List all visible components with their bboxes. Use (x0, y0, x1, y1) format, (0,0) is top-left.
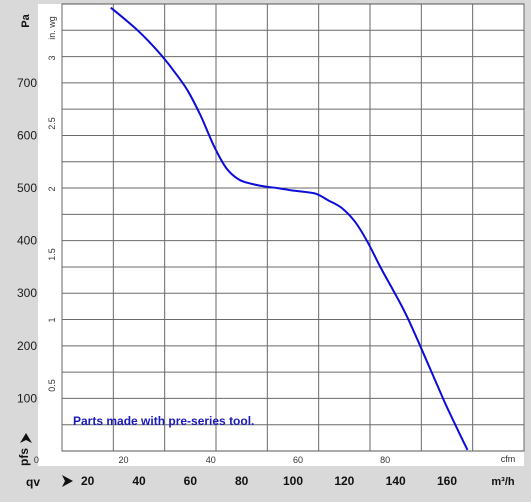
y-tick-label: 100 (17, 391, 37, 405)
x-axis-arrow-icon (62, 475, 73, 487)
x-tick-label: 120 (334, 474, 354, 488)
plot-area (61, 3, 525, 452)
x-tick-label: 100 (283, 474, 303, 488)
x-secondary-tick-label: 0 (34, 455, 39, 465)
top-border (38, 0, 531, 4)
y-primary-unit: Pa (20, 13, 32, 27)
left-axis-panel (0, 0, 38, 502)
x-tick-label: 40 (132, 474, 146, 488)
y-tick-label: 500 (17, 181, 37, 195)
x-tick-label: 80 (235, 474, 249, 488)
x-secondary-tick-label: 20 (119, 455, 129, 465)
y-tick-label: 400 (17, 234, 37, 248)
x-secondary-tick-label: 60 (293, 455, 303, 465)
x-tick-label: 60 (184, 474, 198, 488)
series-line (110, 6, 469, 451)
y-tick-label: 300 (17, 286, 37, 300)
y-tick-label: 200 (17, 339, 37, 353)
right-border (524, 0, 531, 502)
y-secondary-tick-label: 1.5 (47, 248, 57, 261)
y-tick-label: 600 (17, 128, 37, 142)
y-secondary-tick-label: 0.5 (47, 379, 57, 392)
y-secondary-tick-label: 3 (47, 56, 57, 61)
y-secondary-tick-label: 1 (47, 318, 57, 323)
y-secondary-unit: in. wg (47, 16, 57, 40)
x-secondary-unit: cfm (501, 454, 516, 464)
grid (61, 4, 525, 451)
x-primary-unit: m³/h (491, 476, 515, 488)
x-tick-label: 160 (437, 474, 457, 488)
y-secondary-tick-label: 2.5 (47, 117, 57, 130)
y-axis-arrow-icon (20, 433, 32, 443)
x-secondary-tick-label: 80 (380, 455, 390, 465)
series-layer (110, 6, 469, 451)
bottom-axis-panel (0, 466, 531, 502)
x-axis-label: qv (26, 475, 40, 489)
y-tick-label: 700 (17, 76, 37, 90)
x-tick-label: 140 (386, 474, 406, 488)
x-secondary-tick-label: 40 (206, 455, 216, 465)
x-tick-label: 20 (81, 474, 95, 488)
y-secondary-tick-label: 2 (47, 187, 57, 192)
y-axis-label: pfs (17, 448, 31, 466)
annotation: Parts made with pre-series tool. (73, 414, 254, 428)
